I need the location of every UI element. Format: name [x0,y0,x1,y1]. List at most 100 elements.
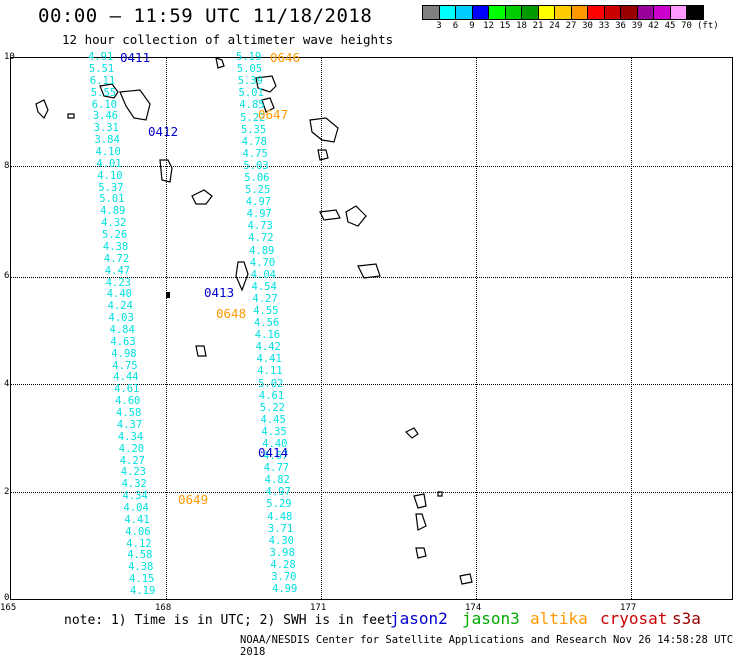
swh-value: 4.16 [254,329,281,342]
island-shape [235,261,249,292]
swh-value: 4.61 [114,383,140,396]
lon-label: 171 [310,603,327,613]
swh-value: 5.35 [240,123,267,136]
island-shape [404,427,419,439]
swh-value: 4.75 [242,147,268,160]
island-shape [319,209,341,221]
lat-label: 0 [4,593,10,603]
swh-value: 5.06 [244,171,270,184]
swh-value: 4.34 [122,490,148,503]
swh-value: 4.35 [261,425,287,438]
swh-value: 4.47 [104,264,131,277]
time-label-0413: 0413 [204,285,235,300]
swh-value: 5.26 [102,229,128,241]
colorbar-label: 39 [631,21,643,31]
swh-value: 4.40 [106,288,132,301]
swh-value: 4.67 [263,450,289,462]
swh-value: 4.15 [129,573,155,586]
island-shape [437,491,443,497]
colorbar-unit: (ft) [697,21,719,31]
map-subtitle: 12 hour collection of altimeter wave hei… [62,32,394,47]
swh-value: 4.97 [245,196,272,209]
swh-value: 4.04 [250,268,276,281]
swh-value: 5.05 [236,63,263,76]
swh-value: 4.97 [246,208,272,221]
swh-value: 3.31 [93,122,119,135]
time-label-0647: 0647 [258,107,289,122]
island-shape [317,149,329,161]
gridline-lon-168 [166,58,167,599]
swh-value: 5.01 [238,87,264,100]
swh-value: 4.78 [241,135,267,148]
swh-colorbar [422,5,704,20]
swh-value: 5.02 [258,377,284,390]
swh-value: 5.37 [98,181,124,194]
colorbar-swatch [686,5,704,20]
swh-value: 3.98 [269,546,295,559]
lon-label: 174 [465,603,482,613]
swh-value: 4.98 [111,347,137,360]
swh-value: 4.41 [124,513,150,526]
legend-altika: altika [530,609,588,628]
swh-value: 4.03 [108,312,134,325]
swh-value: 4.24 [107,300,133,313]
legend-s3a: s3a [672,609,701,628]
swh-value: 4.45 [260,413,286,426]
island-shape [195,345,207,357]
island-shape [415,513,427,531]
gridline-lon-177 [631,58,632,599]
swh-value: 3.71 [267,522,294,535]
swh-value: 4.10 [95,145,121,158]
map-title: 00:00 – 11:59 UTC 11/18/2018 [38,5,373,27]
swh-value: 4.20 [118,442,145,455]
island-shape [459,573,473,585]
time-label-0646: 0646 [270,50,301,65]
swh-value: 4.10 [97,169,123,182]
island-shape [345,205,367,227]
colorbar-label: 70 [681,21,692,31]
swh-value: 4.89 [249,244,275,257]
swh-value: 4.42 [255,341,281,354]
colorbar-label: 45 [664,21,676,31]
time-label-0649: 0649 [178,492,209,507]
legend-cryosat: cryosat [600,609,668,628]
swh-value: 4.12 [126,537,152,550]
island-shape [191,189,213,205]
island-shape [255,75,277,93]
swh-value: 4.41 [256,353,282,366]
swh-value: 4.99 [272,583,298,595]
gridline-lon-174 [476,58,477,599]
swh-value: 5.22 [240,111,266,124]
swh-value: 6.11 [89,74,116,87]
swh-value: 5.19 [236,51,262,63]
island-shape [119,89,151,121]
lat-label: 2 [4,487,10,497]
lat-label: 10 [4,52,15,62]
swh-value: 4.72 [103,252,130,265]
swh-value: 4.82 [264,474,290,487]
swh-value: 4.84 [109,323,135,336]
lon-label: 168 [155,603,172,613]
swh-value: 4.54 [251,280,277,293]
swh-value: 3.70 [271,570,297,583]
swh-value: 5.55 [90,86,117,99]
swh-value: 4.44 [113,371,139,384]
swh-value: 4.04 [123,501,149,514]
time-label-0412: 0412 [148,124,179,139]
swh-value: 5.03 [243,159,269,172]
swh-value: 4.89 [100,205,126,218]
time-label-0411: 0411 [120,50,151,65]
swh-value: 4.97 [265,486,291,499]
footer-note: note: 1) Time is in UTC; 2) SWH is in fe… [64,613,393,628]
swh-value: 4.34 [117,430,144,443]
swh-value: 4.73 [247,220,273,233]
colorbar-label: 3 [436,21,442,31]
time-label-0414: 0414 [258,445,289,460]
island-shape [159,159,173,183]
swh-value: 4.28 [270,558,296,571]
colorbar-label: 12 [483,21,494,31]
swh-value: 5.29 [266,498,292,511]
legend-jason3: jason3 [462,609,520,628]
swh-value: 4.11 [257,365,283,378]
